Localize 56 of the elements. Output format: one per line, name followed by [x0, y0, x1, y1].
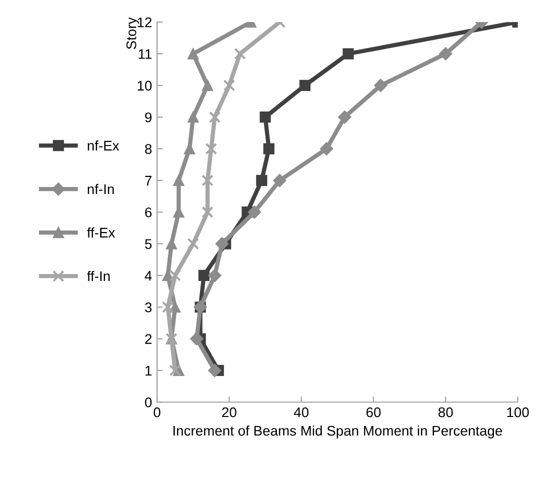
x-tick-label: 60	[366, 407, 381, 418]
point	[188, 112, 199, 123]
point	[202, 80, 214, 91]
legend-label: nf-In	[88, 184, 114, 194]
x-tick-label: 20	[222, 407, 236, 418]
point	[374, 78, 388, 92]
x-tick-label: 40	[294, 407, 309, 418]
point	[202, 174, 214, 186]
legend-label: ff-Ex	[87, 227, 116, 238]
y-tick-label: 9	[145, 112, 152, 122]
point	[342, 48, 354, 60]
point	[273, 174, 286, 188]
point	[187, 238, 200, 250]
point	[215, 237, 229, 250]
point	[190, 332, 204, 346]
point	[234, 48, 246, 60]
point	[166, 238, 178, 250]
point	[320, 142, 334, 156]
y-tick-label: 0	[145, 397, 152, 408]
y-tick-label: 7	[145, 176, 152, 186]
point	[202, 206, 214, 218]
point	[299, 80, 310, 91]
y-tick-label: 12	[138, 17, 152, 28]
x-tick-label: 100	[507, 407, 529, 418]
point	[205, 142, 218, 155]
point	[256, 174, 268, 186]
point	[188, 48, 199, 60]
x-tick-label: 0	[154, 407, 160, 418]
point	[208, 268, 222, 282]
y-tick-label: 6	[145, 207, 152, 218]
point	[208, 364, 222, 378]
x-tick-label: 80	[438, 407, 453, 418]
y-tick-label: 11	[138, 49, 152, 59]
point	[223, 80, 236, 92]
point	[162, 301, 174, 314]
y-tick-label: 8	[145, 144, 152, 154]
point	[248, 206, 262, 219]
point	[169, 364, 181, 376]
legend-label: ff-In	[87, 270, 110, 281]
point	[198, 270, 210, 282]
y-tick-label: 4	[144, 270, 152, 280]
point	[439, 47, 452, 60]
point	[260, 112, 271, 123]
y-tick-label: 2	[145, 334, 152, 344]
y-tick-label: 5	[145, 239, 152, 249]
point	[169, 270, 181, 282]
y-tick-label: 3	[144, 302, 152, 312]
point	[173, 174, 184, 186]
y-axis-title: Story	[126, 17, 140, 50]
point	[263, 143, 274, 154]
point	[338, 110, 352, 124]
x-axis-title: Increment of Beams Mid Span Moment in Percentage	[174, 425, 502, 438]
y-tick-label: 10	[138, 80, 152, 91]
point	[208, 111, 221, 124]
legend-label: nf-Ex	[88, 140, 120, 150]
y-tick-label: 1	[146, 366, 152, 376]
